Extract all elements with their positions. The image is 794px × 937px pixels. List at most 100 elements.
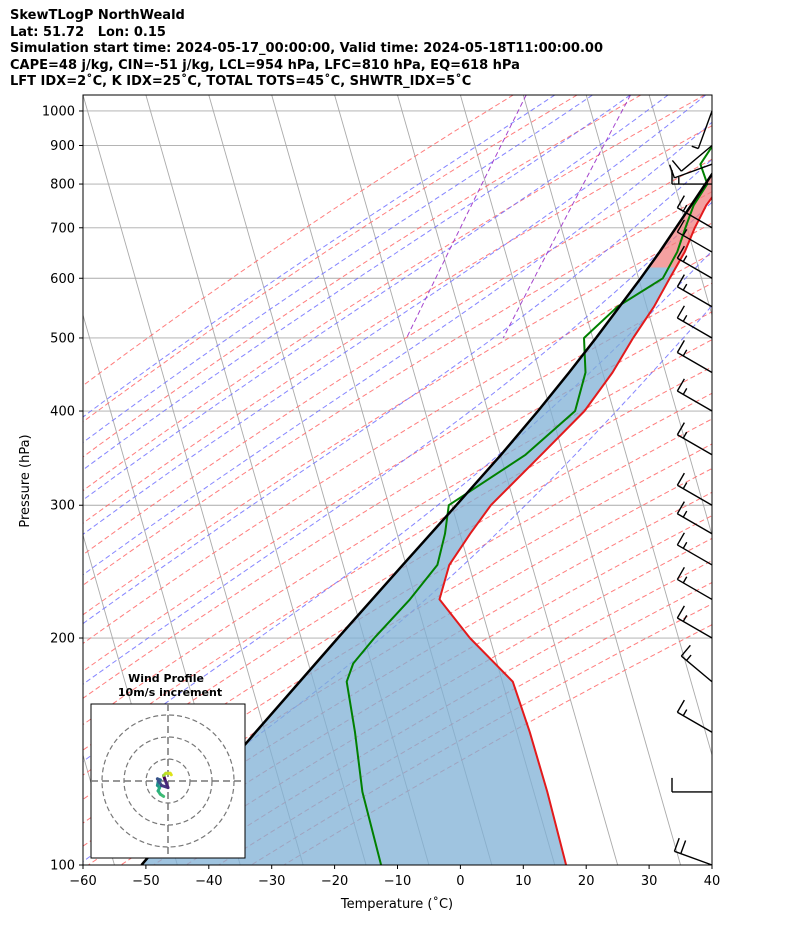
wind-barb-half-flag xyxy=(682,541,688,549)
isotherm-gridline xyxy=(459,95,681,865)
wind-barb-half-flag xyxy=(682,431,688,439)
dry-adiabat xyxy=(83,95,705,492)
y-tick-label: 300 xyxy=(50,499,75,514)
wind-barb-flag xyxy=(676,532,685,546)
wind-barb-shaft xyxy=(680,144,713,172)
moist-adiabat xyxy=(83,250,712,763)
x-tick-label: 30 xyxy=(641,874,658,889)
wind-barb-half-flag xyxy=(682,255,688,263)
parcel-profile xyxy=(140,171,712,865)
wind-barb-shaft xyxy=(677,484,713,506)
wind-barb-shaft xyxy=(677,286,713,308)
x-tick-label: −10 xyxy=(384,874,411,889)
wind-barb-half-flag xyxy=(682,510,688,518)
hodograph-trace-segment xyxy=(163,777,170,790)
mixing-ratio-line xyxy=(406,95,527,339)
isotherm-gridline xyxy=(648,95,712,317)
wind-barb-shaft xyxy=(677,351,713,374)
y-tick-label: 900 xyxy=(50,139,75,154)
wind-barb-half-flag xyxy=(682,576,688,584)
wind-barb-flag xyxy=(671,160,682,172)
x-tick-label: −30 xyxy=(258,874,285,889)
wind-barb-flag xyxy=(676,605,685,619)
wind-barb-half-flag xyxy=(682,283,688,291)
cape-shading xyxy=(141,267,676,865)
wind-barb-flag xyxy=(668,164,676,179)
dry-adiabat xyxy=(83,158,712,556)
wind-barb-half-flag xyxy=(682,615,688,622)
isotherm-gridline xyxy=(711,95,712,97)
wind-barb-half-flag xyxy=(691,145,699,150)
wind-barb-shaft xyxy=(677,207,713,229)
x-tick-label: 20 xyxy=(578,874,595,889)
y-axis-label: Pressure (hPa) xyxy=(18,434,33,527)
wind-barb-flag xyxy=(673,837,680,852)
wind-barb-shaft xyxy=(677,434,713,456)
y-tick-label: 100 xyxy=(50,859,75,874)
dry-adiabat xyxy=(83,311,712,699)
wind-barb-half-flag xyxy=(682,388,688,395)
x-tick-label: 0 xyxy=(456,874,464,889)
wind-barb-shaft xyxy=(677,390,713,412)
wind-barb-flag xyxy=(676,422,685,436)
wind-barb-flag xyxy=(676,378,685,392)
dry-adiabat xyxy=(83,95,514,387)
wind-barb-shaft xyxy=(677,578,713,601)
isotherm-gridline xyxy=(522,95,712,757)
dry-adiabat xyxy=(83,191,712,586)
moist-adiabat xyxy=(83,95,631,471)
x-tick-label: −40 xyxy=(195,874,222,889)
hodograph-subtitle: 10m/s increment xyxy=(118,686,222,699)
wind-barb-half-flag xyxy=(682,314,688,322)
chart-title: SkewTLogP NorthWeald xyxy=(10,8,185,23)
wind-barb-shaft xyxy=(697,110,713,149)
dry-adiabat xyxy=(83,95,578,423)
moist-adiabat xyxy=(83,95,556,418)
moist-adiabat xyxy=(83,95,593,444)
dry-adiabat xyxy=(83,125,712,524)
wind-barb-half-flag xyxy=(682,229,688,236)
wind-barb-flag xyxy=(676,472,685,486)
y-tick-label: 500 xyxy=(50,331,75,346)
wind-barb-flag xyxy=(676,274,685,288)
x-tick-label: −20 xyxy=(321,874,348,889)
chart-header: SkewTLogP NorthWeald Lat: 51.72 Lon: 0.1… xyxy=(10,8,603,91)
y-tick-label: 600 xyxy=(50,272,75,287)
wind-barb-flag xyxy=(676,305,685,319)
dry-adiabat xyxy=(83,95,642,458)
time-line: Simulation start time: 2024-05-17_00:00:… xyxy=(10,41,603,56)
wind-barb-shaft xyxy=(677,617,713,639)
wind-barb-half-flag xyxy=(686,654,692,661)
moist-adiabat xyxy=(83,95,669,501)
dry-adiabat xyxy=(153,537,712,865)
dry-adiabat xyxy=(83,467,712,847)
dry-adiabat xyxy=(83,339,712,726)
x-tick-label: −60 xyxy=(69,874,96,889)
moist-adiabat xyxy=(83,201,712,685)
x-axis-label: Temperature (˚C) xyxy=(340,896,453,912)
wind-barb-shaft xyxy=(677,257,713,279)
moist-adiabat xyxy=(83,121,712,576)
plot-area: −60 −50 −40 −30 −20 −10 0 10 20 30 40 1000 900 800 700… xyxy=(42,94,720,889)
y-tick-label: 700 xyxy=(50,221,75,236)
wind-barb-shaft xyxy=(677,711,713,733)
index-line: LFT IDX=2˚C, K IDX=25˚C, TOTAL TOTS=45˚C… xyxy=(10,74,472,89)
y-tick-label: 400 xyxy=(50,405,75,420)
wind-barb-flag xyxy=(676,245,685,259)
wind-barb-flag xyxy=(676,219,685,233)
plot-clip-group xyxy=(83,95,712,865)
hodograph-trace-segment xyxy=(168,771,173,777)
wind-barb-flag xyxy=(676,339,685,353)
temperature-profile xyxy=(438,195,712,865)
mixing-ratio-line xyxy=(502,95,631,339)
dry-adiabat xyxy=(83,443,712,824)
y-tick-label: 200 xyxy=(50,632,75,647)
wind-barb-shaft xyxy=(677,513,713,535)
dry-adiabat xyxy=(120,515,712,865)
dewpoint-profile xyxy=(345,144,712,865)
dry-adiabat xyxy=(83,222,712,616)
x-tick-label: −50 xyxy=(132,874,159,889)
x-tick-label: 10 xyxy=(515,874,532,889)
wind-barb-flag xyxy=(680,644,691,657)
wind-barb-shaft xyxy=(677,317,713,339)
